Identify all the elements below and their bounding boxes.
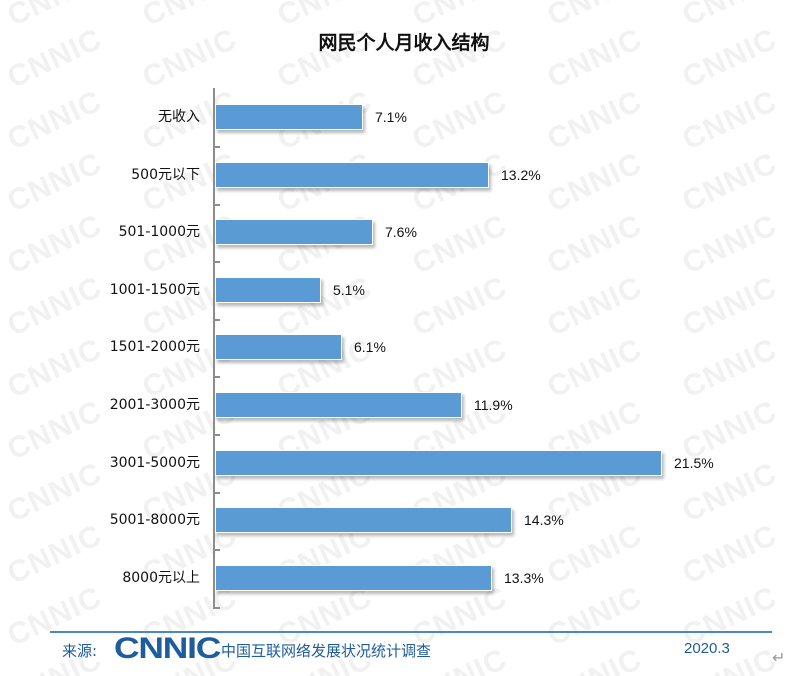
bar-row: 2001-3000元 11.9% <box>0 392 808 418</box>
bar <box>215 219 373 245</box>
bar-row: 501-1000元 7.6% <box>0 219 808 245</box>
category-label: 1001-1500元 <box>109 282 200 298</box>
axis-tick <box>215 261 220 263</box>
category-label: 5001-8000元 <box>109 512 200 528</box>
category-label: 8000元以上 <box>122 570 200 586</box>
paragraph-return-icon: ↵ <box>772 650 786 667</box>
value-label: 5.1% <box>333 282 365 298</box>
bar-row: 无收入 7.1% <box>0 104 808 130</box>
axis-tick <box>215 549 220 551</box>
bar <box>215 507 512 533</box>
watermark-text: CNNIC <box>543 642 648 676</box>
bar <box>215 104 363 130</box>
y-axis <box>213 88 215 609</box>
category-label: 1501-2000元 <box>109 339 200 355</box>
bar <box>215 565 492 591</box>
value-label: 13.3% <box>504 570 544 586</box>
value-label: 21.5% <box>674 455 714 471</box>
category-label: 501-1000元 <box>118 224 200 240</box>
bar <box>215 450 662 476</box>
category-label: 500元以下 <box>131 167 200 183</box>
axis-tick <box>215 319 220 321</box>
source-label: 来源: <box>62 642 98 660</box>
footer-divider <box>50 631 772 633</box>
category-label: 3001-5000元 <box>109 455 200 471</box>
value-label: 11.9% <box>474 397 513 413</box>
bar <box>215 162 489 188</box>
bar <box>215 334 342 360</box>
axis-tick <box>215 607 220 609</box>
bar-row: 5001-8000元 14.3% <box>0 507 808 533</box>
axis-tick <box>215 204 220 206</box>
axis-tick <box>215 434 220 436</box>
report-date: 2020.3 <box>684 640 730 657</box>
axis-tick <box>215 146 220 148</box>
value-label: 7.1% <box>375 109 407 125</box>
axis-tick <box>215 492 220 494</box>
survey-name: 中国互联网络发展状况统计调查 <box>221 642 432 660</box>
axis-tick <box>215 376 220 378</box>
value-label: 13.2% <box>501 167 541 183</box>
watermark-text: CNNIC <box>542 580 648 653</box>
value-label: 7.6% <box>385 224 417 240</box>
bar-row: 1001-1500元 5.1% <box>0 277 808 303</box>
value-label: 14.3% <box>524 512 564 528</box>
chart-title: 网民个人月收入结构 <box>318 32 490 54</box>
value-label: 6.1% <box>354 339 386 355</box>
bar-row: 1501-2000元 6.1% <box>0 334 808 360</box>
category-label: 无收入 <box>158 109 200 125</box>
bar <box>215 277 321 303</box>
bar <box>215 392 462 418</box>
cnnic-logo: CNNIC <box>114 632 221 665</box>
category-label: 2001-3000元 <box>109 397 200 413</box>
bar-row: 8000元以上 13.3% <box>0 565 808 591</box>
bar-row: 500元以下 13.2% <box>0 162 808 188</box>
bar-row: 3001-5000元 21.5% <box>0 450 808 476</box>
